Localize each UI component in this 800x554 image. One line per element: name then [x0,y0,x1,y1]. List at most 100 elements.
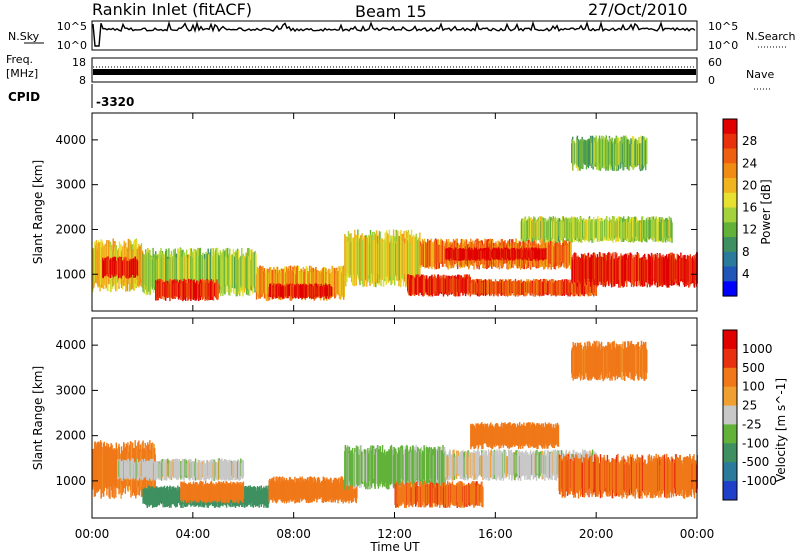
velocity-colorbar-tick: 25 [742,399,757,413]
beam-title: Beam 15 [355,2,427,21]
power-ytick-label: 3000 [55,178,86,192]
freq-unit: [MHz] [6,67,38,80]
power-ylabel: Slant Range [km] [31,160,45,264]
power-colorbar-swatch [723,251,737,268]
power-band [444,247,547,261]
power-colorbar-swatch [723,133,737,150]
velocity-band [180,480,245,504]
date-title: 27/Oct/2010 [588,0,688,19]
freq-tick-top: 18 [72,56,86,69]
velocity-cell [242,461,245,478]
power-band [268,283,333,299]
velocity-colorbar-tick: -100 [742,436,769,450]
noise-trace [92,20,696,47]
noise-tick-right-top: 10^5 [708,20,738,33]
nave-tick-bottom: 0 [708,74,715,87]
power-band [344,229,421,288]
power-colorbar-swatch [723,148,737,164]
power-colorbar-swatch [723,237,737,253]
velocity-band [117,458,245,481]
velocity-band [470,422,560,450]
power-colorbar-swatch [723,163,737,179]
velocity-colorbar-swatch [723,424,737,444]
velocity-ytick-label: 4000 [55,338,86,352]
noise-tick-right-bottom: 10^0 [708,39,738,52]
power-ytick-label: 4000 [55,133,86,147]
power-band [520,216,673,243]
velocity-colorbar-swatch [723,462,737,482]
velocity-colorbar-swatch [723,386,737,407]
velocity-ytick-label: 3000 [55,383,86,397]
power-colorbar-tick: 20 [742,178,757,192]
velocity-colorbar-swatch [723,405,737,425]
power-colorbar-tick: 16 [742,201,757,215]
xtick-label: 04:00 [176,527,211,541]
nsearch-label: N.Search [746,30,796,43]
velocity-band [394,480,484,508]
freq-panel [91,57,698,83]
power-colorbar-swatch [723,281,737,297]
power-cell [545,247,547,260]
xtick-label: 00:00 [680,527,715,541]
velocity-colorbar-swatch [723,481,737,501]
power-colorbar-tick: 4 [742,267,750,281]
xtick-label: 08:00 [276,527,311,541]
xtick-label: 20:00 [579,527,614,541]
power-band [470,278,597,297]
power-band [102,256,139,279]
velocity-band [558,453,698,499]
velocity-ytick-label: 1000 [55,474,86,488]
power-colorbar-swatch [723,119,737,135]
velocity-colorbar-swatch [723,330,737,350]
power-ytick-label: 2000 [55,222,86,236]
velocity-cell [242,481,245,499]
power-band [142,247,257,297]
power-ytick-label: 1000 [55,267,86,281]
power-colorbar-swatch [723,207,737,223]
velocity-colorbar-label: Velocity [m s^-1] [774,378,788,482]
noise-tick-left-bottom: 10^0 [57,39,87,52]
xtick-label: 16:00 [478,527,513,541]
xtick-label: 12:00 [377,527,412,541]
power-cell [136,260,139,276]
power-axis: 1000 2000 3000 4000 [55,113,698,311]
velocity-colorbar-tick: 1000 [742,342,773,356]
power-cell [595,281,597,296]
power-band [571,251,698,288]
power-colorbar-swatch [723,222,737,238]
power-colorbar-tick: 8 [742,245,750,259]
velocity-colorbar-swatch [723,367,737,388]
power-cell [343,267,345,297]
nave-tick-top: 60 [708,56,722,69]
power-cell [255,254,257,287]
velocity-cell [646,350,648,373]
velocity-heatmap [92,340,698,508]
power-cell [570,239,572,264]
velocity-band [571,340,648,382]
velocity-band [344,444,446,490]
velocity-colorbar-frame [722,329,738,501]
power-colorbar-swatch [723,192,737,209]
velocity-colorbar-tick: -25 [742,417,762,431]
power-cell [646,137,648,164]
velocity-ytick-label: 2000 [55,429,86,443]
power-cell [331,287,333,297]
noise-tick-left-top: 10^5 [57,20,87,33]
power-colorbar-label: Power [dB] [759,179,773,244]
power-colorbar-tick: 24 [742,156,757,170]
time-axis: 00:00 04:00 08:00 12:00 16:00 20:00 00:00 [75,527,715,541]
power-band [155,278,219,302]
xtick-label: 00:00 [75,527,110,541]
power-colorbar-tick: 12 [742,223,757,237]
velocity-colorbar-swatch [723,348,737,369]
freq-label: Freq. [6,53,33,66]
freq-trace [93,69,696,75]
noise-panel [91,20,698,51]
power-colorbar-swatch [723,178,737,194]
velocity-axis: 1000 2000 3000 4000 [55,318,698,518]
freq-tick-bottom: 8 [79,74,86,87]
xlabel: Time UT [369,540,420,554]
